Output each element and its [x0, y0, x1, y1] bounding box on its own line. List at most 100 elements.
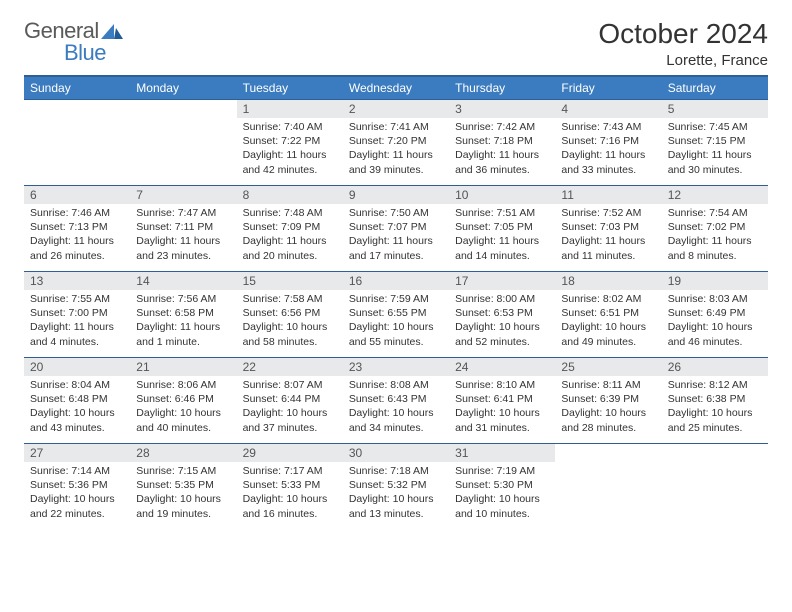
day-details: Sunrise: 8:08 AMSunset: 6:43 PMDaylight:… — [343, 376, 449, 441]
calendar-cell: 17Sunrise: 8:00 AMSunset: 6:53 PMDayligh… — [449, 271, 555, 357]
day-details: Sunrise: 8:07 AMSunset: 6:44 PMDaylight:… — [237, 376, 343, 441]
weekday-header: Friday — [555, 76, 661, 99]
calendar-body: 1Sunrise: 7:40 AMSunset: 7:22 PMDaylight… — [24, 99, 768, 529]
day-details: Sunrise: 7:47 AMSunset: 7:11 PMDaylight:… — [130, 204, 236, 269]
day-number: 18 — [555, 271, 661, 290]
day-details: Sunrise: 7:18 AMSunset: 5:32 PMDaylight:… — [343, 462, 449, 527]
calendar-cell: 7Sunrise: 7:47 AMSunset: 7:11 PMDaylight… — [130, 185, 236, 271]
day-details: Sunrise: 8:10 AMSunset: 6:41 PMDaylight:… — [449, 376, 555, 441]
day-details: Sunrise: 7:14 AMSunset: 5:36 PMDaylight:… — [24, 462, 130, 527]
calendar-cell: 9Sunrise: 7:50 AMSunset: 7:07 PMDaylight… — [343, 185, 449, 271]
calendar-cell: 18Sunrise: 8:02 AMSunset: 6:51 PMDayligh… — [555, 271, 661, 357]
day-details: Sunrise: 7:46 AMSunset: 7:13 PMDaylight:… — [24, 204, 130, 269]
weekday-header: Monday — [130, 76, 236, 99]
calendar-cell: 24Sunrise: 8:10 AMSunset: 6:41 PMDayligh… — [449, 357, 555, 443]
calendar-cell: 31Sunrise: 7:19 AMSunset: 5:30 PMDayligh… — [449, 443, 555, 529]
location-label: Lorette, France — [598, 52, 768, 69]
calendar-cell: 27Sunrise: 7:14 AMSunset: 5:36 PMDayligh… — [24, 443, 130, 529]
calendar-cell: 23Sunrise: 8:08 AMSunset: 6:43 PMDayligh… — [343, 357, 449, 443]
day-details: Sunrise: 8:04 AMSunset: 6:48 PMDaylight:… — [24, 376, 130, 441]
calendar-cell: 1Sunrise: 7:40 AMSunset: 7:22 PMDaylight… — [237, 99, 343, 185]
day-details: Sunrise: 7:55 AMSunset: 7:00 PMDaylight:… — [24, 290, 130, 355]
calendar-cell: 2Sunrise: 7:41 AMSunset: 7:20 PMDaylight… — [343, 99, 449, 185]
calendar-cell: 25Sunrise: 8:11 AMSunset: 6:39 PMDayligh… — [555, 357, 661, 443]
day-details: Sunrise: 7:45 AMSunset: 7:15 PMDaylight:… — [662, 118, 768, 183]
calendar-cell: 4Sunrise: 7:43 AMSunset: 7:16 PMDaylight… — [555, 99, 661, 185]
calendar-cell — [24, 99, 130, 185]
weekday-header: Saturday — [662, 76, 768, 99]
day-number: 19 — [662, 271, 768, 290]
day-number: 12 — [662, 185, 768, 204]
calendar-cell: 29Sunrise: 7:17 AMSunset: 5:33 PMDayligh… — [237, 443, 343, 529]
calendar-cell: 12Sunrise: 7:54 AMSunset: 7:02 PMDayligh… — [662, 185, 768, 271]
logo-text-blue: Blue — [64, 40, 123, 66]
day-details: Sunrise: 7:42 AMSunset: 7:18 PMDaylight:… — [449, 118, 555, 183]
calendar-cell: 19Sunrise: 8:03 AMSunset: 6:49 PMDayligh… — [662, 271, 768, 357]
day-number: 22 — [237, 357, 343, 376]
day-number: 6 — [24, 185, 130, 204]
weekday-header: Thursday — [449, 76, 555, 99]
logo: GeneralBlue — [24, 18, 123, 66]
day-details: Sunrise: 7:48 AMSunset: 7:09 PMDaylight:… — [237, 204, 343, 269]
day-number: 2 — [343, 99, 449, 118]
day-number: 20 — [24, 357, 130, 376]
calendar-cell: 21Sunrise: 8:06 AMSunset: 6:46 PMDayligh… — [130, 357, 236, 443]
calendar-cell: 8Sunrise: 7:48 AMSunset: 7:09 PMDaylight… — [237, 185, 343, 271]
day-number: 30 — [343, 443, 449, 462]
day-number: 3 — [449, 99, 555, 118]
header-row: GeneralBlue October 2024 Lorette, France — [24, 18, 768, 69]
day-details: Sunrise: 8:03 AMSunset: 6:49 PMDaylight:… — [662, 290, 768, 355]
day-details: Sunrise: 7:15 AMSunset: 5:35 PMDaylight:… — [130, 462, 236, 527]
day-details: Sunrise: 8:00 AMSunset: 6:53 PMDaylight:… — [449, 290, 555, 355]
day-details: Sunrise: 7:41 AMSunset: 7:20 PMDaylight:… — [343, 118, 449, 183]
day-number: 27 — [24, 443, 130, 462]
calendar-cell: 11Sunrise: 7:52 AMSunset: 7:03 PMDayligh… — [555, 185, 661, 271]
day-number: 16 — [343, 271, 449, 290]
day-details: Sunrise: 7:54 AMSunset: 7:02 PMDaylight:… — [662, 204, 768, 269]
day-details: Sunrise: 7:56 AMSunset: 6:58 PMDaylight:… — [130, 290, 236, 355]
day-details: Sunrise: 8:06 AMSunset: 6:46 PMDaylight:… — [130, 376, 236, 441]
day-number: 17 — [449, 271, 555, 290]
calendar-cell: 30Sunrise: 7:18 AMSunset: 5:32 PMDayligh… — [343, 443, 449, 529]
day-number: 29 — [237, 443, 343, 462]
day-details: Sunrise: 7:52 AMSunset: 7:03 PMDaylight:… — [555, 204, 661, 269]
calendar-row: 1Sunrise: 7:40 AMSunset: 7:22 PMDaylight… — [24, 99, 768, 185]
day-number: 26 — [662, 357, 768, 376]
day-number: 15 — [237, 271, 343, 290]
weekday-header: Wednesday — [343, 76, 449, 99]
calendar-table: SundayMondayTuesdayWednesdayThursdayFrid… — [24, 75, 768, 529]
calendar-cell: 14Sunrise: 7:56 AMSunset: 6:58 PMDayligh… — [130, 271, 236, 357]
day-details: Sunrise: 8:11 AMSunset: 6:39 PMDaylight:… — [555, 376, 661, 441]
calendar-cell: 13Sunrise: 7:55 AMSunset: 7:00 PMDayligh… — [24, 271, 130, 357]
page-title: October 2024 — [598, 18, 768, 50]
calendar-cell: 26Sunrise: 8:12 AMSunset: 6:38 PMDayligh… — [662, 357, 768, 443]
day-number: 5 — [662, 99, 768, 118]
calendar-cell: 16Sunrise: 7:59 AMSunset: 6:55 PMDayligh… — [343, 271, 449, 357]
day-number: 8 — [237, 185, 343, 204]
calendar-cell: 15Sunrise: 7:58 AMSunset: 6:56 PMDayligh… — [237, 271, 343, 357]
day-details: Sunrise: 7:51 AMSunset: 7:05 PMDaylight:… — [449, 204, 555, 269]
weekday-header: Tuesday — [237, 76, 343, 99]
day-number: 13 — [24, 271, 130, 290]
calendar-cell: 5Sunrise: 7:45 AMSunset: 7:15 PMDaylight… — [662, 99, 768, 185]
day-number: 25 — [555, 357, 661, 376]
calendar-row: 27Sunrise: 7:14 AMSunset: 5:36 PMDayligh… — [24, 443, 768, 529]
day-details: Sunrise: 7:58 AMSunset: 6:56 PMDaylight:… — [237, 290, 343, 355]
calendar-cell — [130, 99, 236, 185]
title-block: October 2024 Lorette, France — [598, 18, 768, 69]
day-number: 23 — [343, 357, 449, 376]
day-number: 21 — [130, 357, 236, 376]
calendar-row: 13Sunrise: 7:55 AMSunset: 7:00 PMDayligh… — [24, 271, 768, 357]
calendar-cell: 6Sunrise: 7:46 AMSunset: 7:13 PMDaylight… — [24, 185, 130, 271]
day-details: Sunrise: 7:19 AMSunset: 5:30 PMDaylight:… — [449, 462, 555, 527]
day-details: Sunrise: 7:40 AMSunset: 7:22 PMDaylight:… — [237, 118, 343, 183]
calendar-cell — [662, 443, 768, 529]
day-details: Sunrise: 7:17 AMSunset: 5:33 PMDaylight:… — [237, 462, 343, 527]
day-number: 9 — [343, 185, 449, 204]
day-number: 28 — [130, 443, 236, 462]
day-number: 31 — [449, 443, 555, 462]
day-details: Sunrise: 7:50 AMSunset: 7:07 PMDaylight:… — [343, 204, 449, 269]
calendar-cell: 20Sunrise: 8:04 AMSunset: 6:48 PMDayligh… — [24, 357, 130, 443]
calendar-cell — [555, 443, 661, 529]
day-number: 7 — [130, 185, 236, 204]
